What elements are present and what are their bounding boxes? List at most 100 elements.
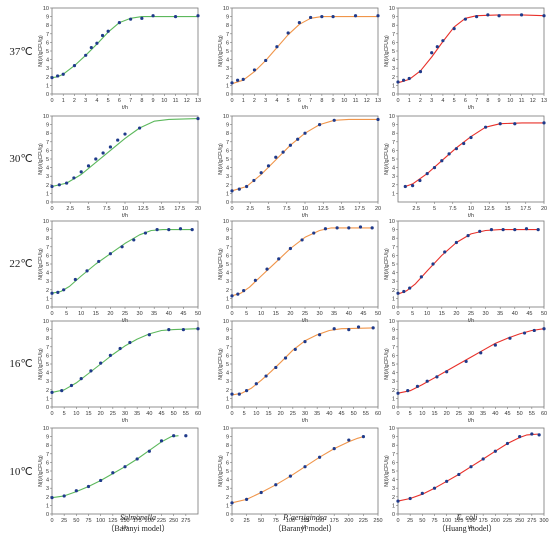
fit-curve — [397, 229, 539, 295]
data-point — [356, 325, 361, 329]
y-tick-label: 9 — [226, 228, 229, 234]
y-tick-label: 4 — [392, 58, 395, 64]
data-point — [532, 328, 536, 333]
y-tick-label: 7 — [392, 345, 395, 351]
x-tick-label: 50 — [351, 411, 357, 417]
x-tick-label: 35 — [151, 311, 157, 317]
data-point — [425, 379, 429, 383]
data-point — [403, 184, 407, 189]
y-tick-label: 9 — [392, 228, 395, 234]
data-point — [493, 343, 497, 347]
y-tick-label: 5 — [226, 157, 229, 163]
y-tick-label: 4 — [46, 166, 49, 172]
y-tick-label: 8 — [46, 336, 49, 342]
y-axis-label: N(t)/(lgCFU/g) — [218, 143, 224, 175]
x-tick-label: 5 — [63, 411, 66, 417]
x-tick-label: 8 — [486, 98, 489, 104]
data-point — [56, 74, 60, 78]
y-tick-label: 6 — [226, 460, 229, 466]
y-tick-label: 6 — [46, 353, 49, 359]
x-tick-label: 12 — [530, 98, 536, 104]
data-point — [94, 157, 98, 161]
y-tick-label: 3 — [392, 279, 395, 285]
data-point — [463, 17, 467, 21]
x-tick-label: 20 — [444, 411, 450, 417]
x-tick-label: 12 — [364, 98, 370, 104]
data-point — [376, 117, 380, 122]
data-point — [84, 53, 88, 57]
data-point — [230, 294, 234, 298]
data-point — [79, 377, 83, 381]
data-point — [519, 13, 524, 17]
data-point — [120, 245, 124, 249]
y-tick-label: 8 — [392, 23, 395, 29]
y-tick-label: 7 — [46, 245, 49, 251]
y-tick-label: 2 — [226, 495, 229, 501]
data-point — [406, 389, 410, 393]
x-tick-label: 35 — [497, 311, 503, 317]
y-tick-label: 0 — [392, 512, 395, 518]
data-point — [432, 486, 437, 490]
y-tick-label: 3 — [226, 66, 229, 72]
data-point — [425, 172, 429, 176]
y-tick-label: 3 — [46, 486, 49, 492]
data-point — [50, 390, 54, 394]
x-tick-label: 13 — [195, 98, 201, 104]
x-tick-label: 60 — [195, 411, 201, 417]
x-axis-label: t/h — [122, 213, 128, 219]
x-tick-label: 0 — [396, 411, 399, 417]
y-tick-label: 9 — [46, 15, 49, 21]
data-point — [274, 483, 278, 487]
y-tick-label: 6 — [392, 253, 395, 259]
data-point — [297, 21, 301, 25]
x-tick-label: 35 — [134, 411, 140, 417]
y-tick-label: 6 — [226, 353, 229, 359]
x-tick-label: 2 — [73, 98, 76, 104]
x-tick-label: 17.5 — [354, 206, 365, 212]
x-tick-label: 45 — [360, 311, 366, 317]
fit-curve — [231, 327, 374, 396]
data-point — [418, 70, 423, 74]
x-tick-label: 75 — [85, 518, 91, 524]
data-point — [57, 183, 61, 187]
fit-curve — [51, 328, 199, 393]
data-point — [332, 447, 336, 451]
data-point — [108, 252, 112, 256]
x-tick-label: 12.5 — [484, 206, 495, 212]
data-point — [79, 170, 83, 174]
y-axis-label: N(t)/(lgCFU/g) — [384, 455, 390, 487]
data-point — [167, 228, 171, 232]
x-tick-label: 50 — [195, 311, 201, 317]
y-tick-label: 5 — [46, 49, 49, 55]
x-axis-label: t/h — [122, 105, 128, 111]
x-tick-label: 50 — [541, 311, 547, 317]
caption-organism: P. aeruginosa — [283, 513, 327, 522]
x-tick-label: 17.5 — [520, 206, 531, 212]
data-point — [530, 432, 534, 436]
y-tick-label: 3 — [46, 174, 49, 180]
row-label-37c: 37℃ — [9, 46, 33, 58]
y-tick-label: 9 — [392, 123, 395, 129]
data-point — [484, 125, 488, 129]
y-tick-label: 6 — [226, 40, 229, 46]
caption-model: （Huang model） — [437, 524, 497, 533]
plot-frame — [51, 115, 199, 203]
x-tick-label: 25 — [122, 311, 128, 317]
x-tick-label: 7.5 — [283, 206, 291, 212]
y-tick-label: 5 — [392, 362, 395, 368]
x-tick-label: 9 — [152, 98, 155, 104]
x-tick-label: 10 — [507, 98, 513, 104]
y-axis-label: N(t)/(lgCFU/g) — [384, 248, 390, 280]
x-tick-label: 35 — [314, 411, 320, 417]
data-point — [361, 435, 365, 439]
x-tick-label: 30 — [137, 311, 143, 317]
data-point — [97, 259, 101, 264]
data-point — [245, 497, 249, 501]
data-point — [259, 490, 263, 495]
data-point — [420, 491, 424, 495]
y-tick-label: 9 — [226, 328, 229, 334]
data-point — [303, 465, 307, 469]
data-point — [118, 346, 122, 351]
